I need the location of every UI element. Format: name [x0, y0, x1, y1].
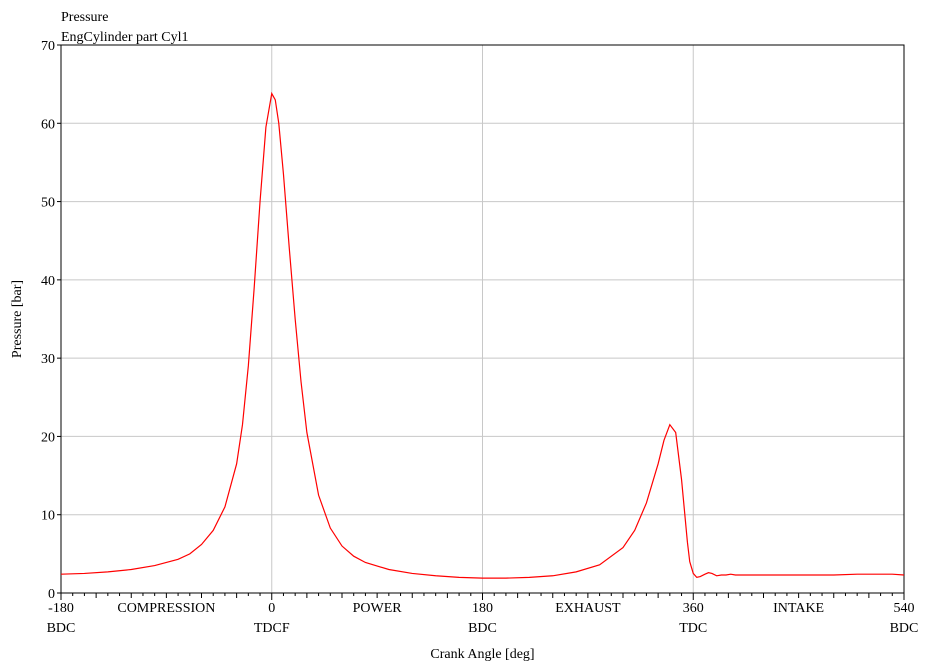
chart-subtitle: EngCylinder part Cyl1: [61, 30, 189, 45]
x-tick-sublabel: BDC: [890, 621, 919, 636]
x-tick-sublabel: BDC: [47, 621, 76, 636]
y-tick-label: 10: [41, 509, 55, 524]
x-tick-label: 0: [268, 601, 275, 616]
phase-label: EXHAUST: [555, 601, 621, 616]
y-tick-label: 50: [41, 196, 55, 211]
phase-label: POWER: [353, 601, 403, 616]
y-tick-label: 70: [41, 39, 55, 54]
x-tick-label: 540: [894, 601, 915, 616]
x-tick-label: -180: [48, 601, 74, 616]
x-tick-sublabel: TDC: [679, 621, 707, 636]
y-axis-label: Pressure [bar]: [10, 280, 25, 358]
y-tick-label: 20: [41, 430, 55, 445]
label-layer: 0 10 20 30 40 50 60 70 -180 BDC 0 TDCF 180 BDC 360 TDC 5…: [41, 39, 918, 636]
y-tick-label: 40: [41, 274, 55, 289]
y-tick-label: 30: [41, 352, 55, 367]
chart-title: Pressure: [61, 10, 109, 25]
pressure-series-line: [60, 91, 905, 579]
y-tick-label: 0: [48, 587, 55, 602]
x-tick-sublabel: BDC: [468, 621, 497, 636]
x-tick-label: 360: [683, 601, 704, 616]
phase-label: INTAKE: [773, 601, 824, 616]
phase-label: COMPRESSION: [117, 601, 215, 616]
x-tick-sublabel: TDCF: [254, 621, 290, 636]
tick-layer: [57, 44, 905, 600]
x-axis-label: Crank Angle [deg]: [430, 647, 534, 662]
grid-layer: [61, 45, 904, 593]
y-tick-label: 60: [41, 117, 55, 132]
x-tick-label: 180: [472, 601, 493, 616]
